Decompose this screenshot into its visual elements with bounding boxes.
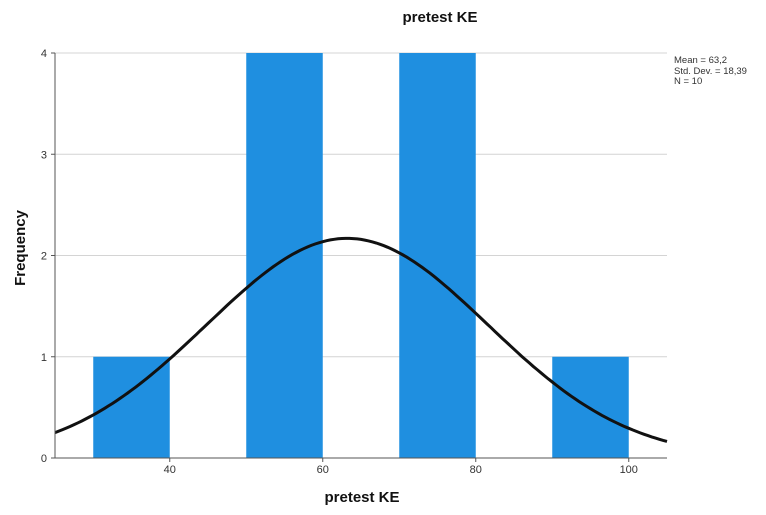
y-tick-label: 1	[41, 352, 47, 364]
stats-box: Mean = 63,2 Std. Dev. = 18,39 N = 10	[674, 55, 747, 88]
y-tick-label: 3	[41, 149, 47, 161]
x-tick-label: 100	[620, 464, 638, 476]
x-tick-label: 80	[470, 464, 482, 476]
y-tick-label: 0	[41, 453, 47, 465]
chart-title: pretest KE	[402, 9, 477, 26]
stats-mean: Mean = 63,2	[674, 55, 728, 66]
bars	[93, 53, 629, 458]
normal-curve-group	[54, 236, 668, 443]
x-tick-labels: 40 60 80 100	[164, 458, 638, 476]
x-axis-label: pretest KE	[324, 489, 399, 506]
y-tick-label: 2	[41, 251, 47, 263]
y-axis-label: Frequency	[12, 209, 29, 286]
y-tick-labels: 0 1 2 3 4	[41, 48, 55, 465]
x-tick-label: 40	[164, 464, 176, 476]
y-tick-label: 4	[41, 48, 47, 60]
stats-std: Std. Dev. = 18,39	[674, 65, 747, 77]
histogram-bar	[399, 53, 476, 458]
x-tick-label: 60	[317, 464, 329, 476]
histogram-bar	[246, 53, 323, 458]
gridlines	[55, 52, 667, 358]
normal-curve	[54, 236, 668, 443]
stats-n: N = 10	[674, 76, 703, 87]
